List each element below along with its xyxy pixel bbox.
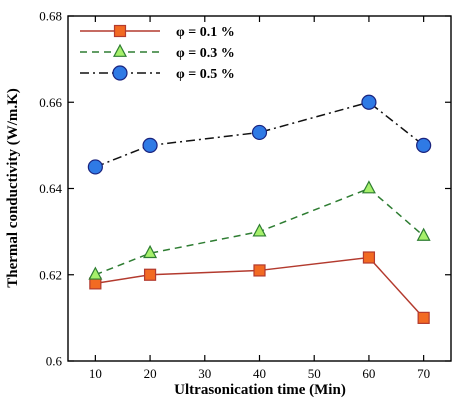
x-tick-label: 70 (417, 366, 430, 381)
series-2 (88, 180, 431, 280)
legend-marker (113, 43, 127, 57)
data-point (253, 264, 266, 277)
data-point (143, 268, 157, 281)
y-tick-label: 0.66 (39, 95, 62, 110)
legend-label: φ = 0.3 % (176, 46, 235, 61)
data-point (416, 227, 431, 241)
x-tick-label: 60 (362, 366, 375, 381)
x-tick-label: 20 (144, 366, 157, 381)
x-tick-label: 30 (198, 366, 211, 381)
series-3 (87, 94, 432, 175)
x-tick-label: 40 (253, 366, 266, 381)
legend-entry: φ = 0.1 % (80, 24, 235, 40)
data-point (88, 266, 103, 280)
legend-marker (112, 65, 128, 81)
data-point (361, 180, 376, 194)
y-axis-title: Thermal conductivity (W/m.K) (5, 88, 21, 288)
y-tick-label: 0.68 (39, 9, 62, 24)
x-tick-label: 50 (308, 366, 321, 381)
x-tick-label: 10 (89, 366, 102, 381)
x-axis-title: Ultrasonication time (Min) (174, 382, 346, 398)
legend-label: φ = 0.5 % (176, 67, 235, 82)
data-point (142, 137, 158, 153)
legend: φ = 0.1 % φ = 0.3 % φ = 0.5 % (80, 24, 235, 82)
data-point (252, 223, 267, 237)
axis-ticks: 10 20 30 40 50 60 70 0.6 0.62 0.64 0.66 0.68 (39, 9, 451, 381)
data-point (417, 311, 430, 324)
y-tick-label: 0.6 (46, 354, 63, 369)
y-tick-label: 0.62 (39, 267, 62, 282)
series-layer (87, 94, 432, 324)
data-point (87, 159, 103, 175)
series-1 (89, 251, 430, 324)
data-point (143, 244, 158, 259)
data-point (251, 124, 268, 141)
legend-label: φ = 0.1 % (176, 25, 235, 40)
legend-marker (113, 24, 127, 38)
data-point (416, 137, 432, 153)
y-tick-label: 0.64 (39, 181, 62, 196)
series-line (95, 101, 425, 168)
data-point (362, 251, 376, 264)
data-point (361, 94, 377, 110)
legend-entry: φ = 0.3 % (80, 43, 235, 61)
legend-entry: φ = 0.5 % (80, 65, 235, 82)
